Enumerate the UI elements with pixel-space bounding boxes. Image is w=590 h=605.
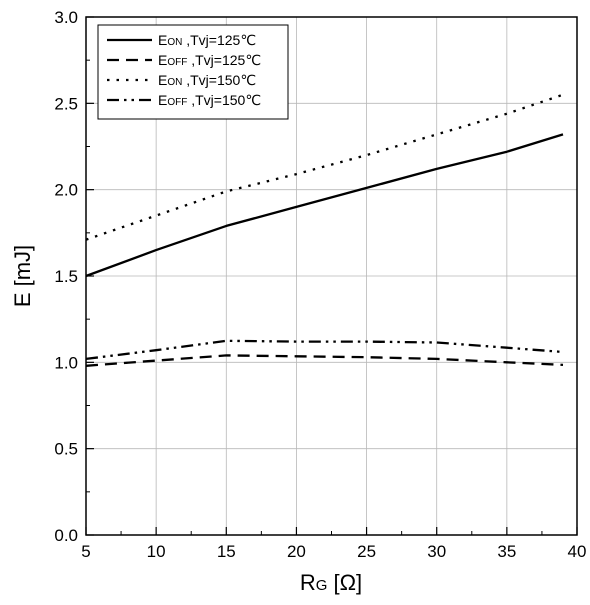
legend-label-sub: ON (167, 77, 182, 88)
x-tick-label: 5 (81, 542, 90, 561)
y-tick-label: 1.0 (54, 353, 78, 372)
legend-label-main: E (158, 32, 167, 48)
legend-label-rest: ,Tvj=125℃ (187, 52, 261, 68)
x-tick-label: 10 (147, 542, 166, 561)
legend-label-sub: OFF (167, 57, 187, 68)
y-tick-label: 1.5 (54, 267, 78, 286)
y-tick-label: 3.0 (54, 8, 78, 27)
y-tick-label: 2.0 (54, 181, 78, 200)
x-tick-label: 40 (568, 542, 587, 561)
y-axis-title: E [mJ] (10, 245, 35, 307)
x-axis-title-unit: [Ω] (327, 570, 362, 595)
legend-label-main: E (158, 92, 167, 108)
x-tick-label: 20 (287, 542, 306, 561)
y-tick-label: 0.0 (54, 526, 78, 545)
legend-label-rest: ,Tvj=125℃ (182, 32, 256, 48)
x-axis-title-main: R (300, 570, 316, 595)
y-tick-label: 0.5 (54, 440, 78, 459)
x-axis-title: RG [Ω] (300, 570, 362, 595)
x-tick-label: 35 (497, 542, 516, 561)
x-tick-label: 30 (427, 542, 446, 561)
y-tick-label: 2.5 (54, 94, 78, 113)
x-tick-label: 15 (217, 542, 236, 561)
legend-label-main: E (158, 52, 167, 68)
x-axis-title-sub: G (316, 577, 328, 594)
legend-label-main: E (158, 72, 167, 88)
legend-label-sub: OFF (167, 97, 187, 108)
legend-label-rest: ,Tvj=150℃ (187, 92, 261, 108)
legend-label-rest: ,Tvj=150℃ (182, 72, 256, 88)
x-tick-label: 25 (357, 542, 376, 561)
legend-label-sub: ON (167, 37, 182, 48)
